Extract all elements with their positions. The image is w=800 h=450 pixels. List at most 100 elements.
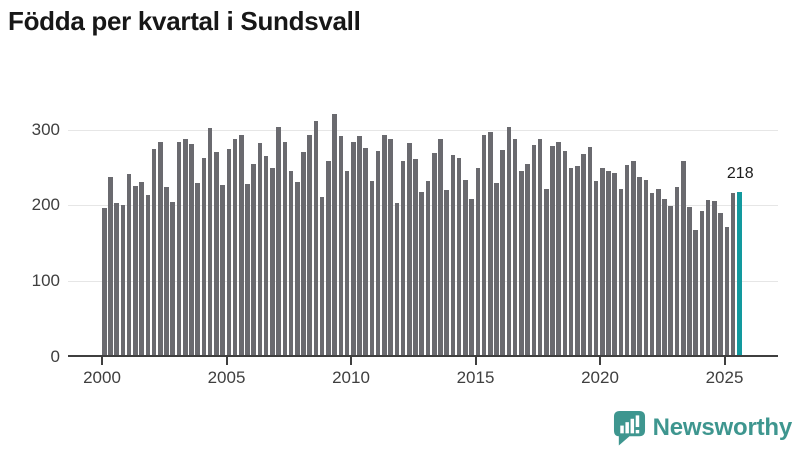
bar [232, 138, 238, 357]
bar [537, 139, 543, 357]
bar [189, 144, 194, 357]
bar [388, 138, 393, 357]
bar [724, 227, 730, 357]
bar [319, 197, 325, 357]
bar [207, 128, 213, 357]
newsworthy-logo-text: Newsworthy [652, 414, 793, 441]
bar [444, 190, 449, 357]
bar [680, 161, 686, 357]
bar [276, 127, 281, 357]
bar [637, 177, 642, 357]
bar [649, 193, 655, 357]
bar [475, 168, 481, 357]
bar [351, 142, 356, 357]
bar [481, 134, 487, 357]
bar [102, 208, 107, 357]
bar [182, 138, 188, 357]
bar [606, 171, 611, 357]
bar [357, 136, 362, 357]
bar [394, 203, 400, 357]
bar [438, 139, 443, 357]
y-axis-tick-label: 300 [31, 119, 60, 139]
bar [618, 189, 624, 357]
bar [400, 160, 406, 357]
bar [201, 158, 207, 357]
bar [332, 114, 337, 357]
bar [587, 147, 593, 357]
x-axis-tick [225, 357, 228, 365]
x-axis-tick [599, 357, 601, 365]
bar [562, 150, 568, 357]
bar [301, 151, 306, 357]
y-axis-tick-label: 200 [31, 195, 60, 215]
newsworthy-logo[interactable]: Newsworthy [613, 410, 792, 446]
bar [363, 147, 369, 357]
bar [382, 134, 387, 357]
bar [120, 205, 126, 357]
bar [307, 134, 313, 357]
bar [450, 155, 456, 357]
y-axis-tick-label: 0 [50, 347, 60, 366]
bar [226, 149, 232, 357]
x-axis-line [68, 355, 778, 357]
x-axis-tick [101, 357, 103, 365]
gridline-300 [68, 129, 778, 131]
bar [139, 181, 144, 357]
bar [612, 172, 618, 357]
bar [375, 150, 381, 357]
bar [550, 145, 555, 357]
bar [108, 177, 113, 357]
x-axis-tick-label: 2010 [332, 368, 370, 387]
bar [500, 150, 505, 357]
bar [519, 170, 524, 357]
bar [712, 200, 717, 357]
bar [469, 198, 474, 357]
bar [656, 188, 661, 357]
bar [288, 171, 294, 357]
bar [126, 173, 132, 357]
bar [344, 170, 350, 357]
bar [151, 148, 157, 357]
bar [407, 143, 412, 357]
bar [487, 131, 493, 357]
bar [294, 181, 300, 357]
bar [463, 179, 468, 357]
x-axis-tick-label: 2025 [705, 368, 744, 387]
bar [693, 229, 698, 357]
bar [251, 163, 256, 357]
bar [238, 134, 244, 357]
bar [145, 194, 151, 357]
bar [263, 156, 269, 357]
bar [220, 184, 225, 357]
bar [581, 153, 586, 357]
x-axis-tick-label: 2020 [581, 368, 619, 387]
bar [245, 184, 250, 357]
bar [600, 167, 605, 357]
bar [687, 206, 692, 357]
bar [425, 181, 431, 357]
bar [164, 187, 169, 357]
bar [631, 160, 636, 357]
x-axis-tick-label: 2015 [456, 368, 495, 387]
bar [643, 179, 649, 357]
bar [158, 141, 163, 357]
y-axis-tick-label: 100 [31, 271, 60, 291]
x-axis-tick [723, 357, 726, 365]
bar [326, 161, 331, 357]
bar [668, 206, 674, 357]
bar [313, 121, 319, 357]
bar [525, 163, 530, 357]
bar [431, 153, 437, 357]
bar [170, 201, 176, 357]
bar [512, 138, 518, 357]
newsworthy-speech-bubble-bar-chart-icon [613, 410, 646, 446]
page-title: Födda per kvartal i Sundsvall [8, 6, 361, 36]
bar [556, 142, 562, 357]
bar [282, 142, 288, 357]
bar [730, 192, 736, 357]
bar [419, 191, 425, 357]
x-axis-tick [474, 357, 477, 365]
bar [369, 181, 375, 357]
bar [114, 203, 120, 357]
